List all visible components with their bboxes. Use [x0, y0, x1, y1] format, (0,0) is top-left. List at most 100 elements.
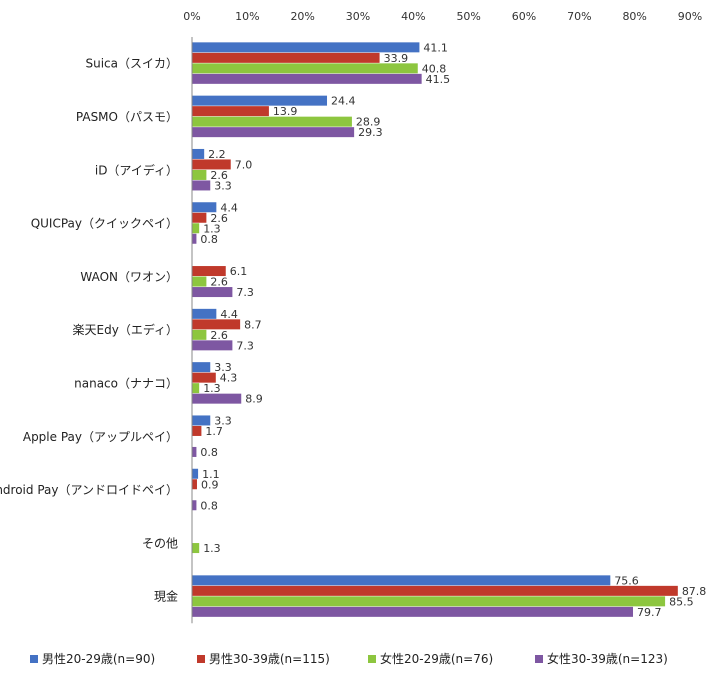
x-tick-label: 80% [622, 10, 646, 23]
bar [192, 543, 200, 554]
legend-swatch [368, 654, 376, 663]
bar [192, 63, 418, 74]
category-label: WAON（ワオン） [80, 270, 178, 284]
bars [192, 42, 678, 617]
data-label: 2.2 [208, 148, 226, 161]
bar [192, 223, 200, 234]
legend-swatch [30, 654, 38, 663]
category-label: Suica（スイカ） [85, 57, 178, 71]
data-label: 79.7 [637, 606, 662, 619]
bar [192, 287, 233, 298]
bar [192, 159, 231, 170]
category-label: Android Pay（アンドロイドペイ） [0, 483, 178, 497]
category-label: Apple Pay（アップルペイ） [23, 430, 178, 444]
legend-label: 女性20-29歳(n=76) [380, 652, 494, 666]
category-label: PASMO（パスモ） [76, 110, 178, 124]
bar [192, 202, 217, 213]
data-label: 8.9 [245, 393, 263, 406]
legend-item: 女性20-29歳(n=76) [368, 650, 493, 667]
bar [192, 266, 226, 277]
data-label: 1.3 [203, 222, 221, 235]
data-label: 87.8 [682, 585, 707, 598]
bar [192, 415, 211, 426]
data-label: 75.6 [614, 574, 639, 587]
data-label: 1.1 [202, 468, 220, 481]
data-label: 3.3 [214, 179, 232, 192]
bar [192, 319, 241, 330]
legend-item: 女性30-39歳(n=123) [535, 650, 668, 667]
data-label: 7.3 [236, 339, 254, 352]
x-tick-label: 10% [235, 10, 259, 23]
data-label: 1.3 [203, 542, 221, 555]
data-label: 40.8 [422, 62, 447, 75]
bar [192, 500, 197, 511]
bar [192, 393, 242, 404]
bar [192, 383, 200, 394]
x-tick-label: 20% [290, 10, 314, 23]
x-tick-label: 0% [183, 10, 200, 23]
bar [192, 606, 634, 617]
category-label: 現金 [154, 589, 178, 604]
x-axis-ticks: 0% 10% 20% 30% 40% 50% 60% 70% 80% 90% [183, 10, 702, 23]
x-tick-label: 60% [512, 10, 536, 23]
bar [192, 52, 380, 63]
data-label: 7.3 [236, 286, 254, 299]
legend-label: 女性30-39歳(n=123) [547, 652, 668, 666]
bar [192, 42, 420, 53]
bar [192, 468, 199, 479]
bar [192, 372, 216, 383]
category-label: その他 [142, 536, 178, 550]
bar [192, 127, 355, 138]
data-label: 4.4 [220, 308, 238, 321]
bar [192, 575, 611, 586]
data-label: 13.9 [273, 105, 298, 118]
bar [192, 148, 205, 159]
bar [192, 308, 217, 319]
data-label: 41.1 [423, 41, 448, 54]
data-label: 6.1 [230, 265, 248, 278]
bar [192, 212, 207, 223]
bar [192, 329, 207, 340]
category-label: iD（アイディ） [95, 162, 178, 177]
value-labels: 41.1 33.9 40.841.5 24.4 13.9 28.929.3 2.2 7.0 2.… [200, 41, 707, 619]
data-label: 1.7 [205, 425, 223, 438]
bar [192, 116, 352, 127]
bar [192, 340, 233, 351]
data-label: 7.0 [235, 158, 253, 171]
data-label: 28.9 [356, 116, 381, 129]
y-axis-labels: Suica（スイカ） PASMO（パスモ） iD（アイディ） QUICPay（クイック… [0, 57, 178, 604]
bar [192, 479, 197, 490]
data-label: 41.5 [426, 73, 451, 86]
x-tick-label: 90% [678, 10, 702, 23]
data-label: 4.4 [220, 201, 238, 214]
data-label: 1.3 [203, 382, 221, 395]
bar [192, 425, 202, 436]
data-label: 3.3 [214, 414, 232, 427]
bar [192, 73, 422, 84]
bar [192, 276, 207, 287]
legend-item: 男性30-39歳(n=115) [197, 650, 330, 667]
bar [192, 362, 211, 373]
bar [192, 95, 328, 106]
data-label: 4.3 [220, 372, 238, 385]
x-tick-label: 70% [567, 10, 591, 23]
legend-item: 男性20-29歳(n=90) [30, 650, 155, 667]
data-label: 2.6 [210, 169, 228, 182]
category-label: nanaco（ナナコ） [74, 376, 178, 390]
x-tick-label: 40% [401, 10, 425, 23]
data-label: 29.3 [358, 126, 383, 139]
bar [192, 446, 197, 457]
data-label: 3.3 [214, 361, 232, 374]
data-label: 85.5 [669, 595, 694, 608]
data-label: 0.8 [200, 233, 218, 246]
bar [192, 169, 207, 180]
data-label: 2.6 [210, 276, 228, 289]
data-label: 0.9 [201, 478, 219, 491]
legend-swatch [197, 654, 205, 663]
data-label: 33.9 [384, 52, 409, 65]
data-label: 2.6 [210, 212, 228, 225]
x-tick-label: 50% [456, 10, 480, 23]
data-label: 8.7 [244, 318, 262, 331]
bar [192, 106, 269, 117]
data-label: 24.4 [331, 95, 356, 108]
